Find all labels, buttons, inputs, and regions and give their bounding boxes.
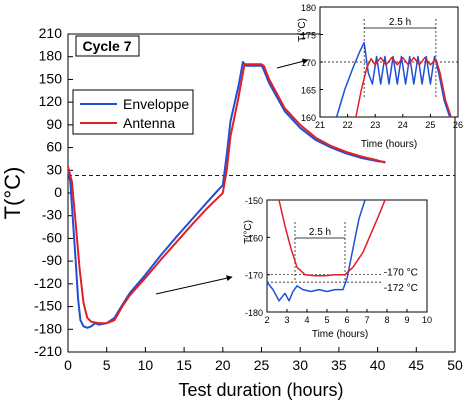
main-y-tick-label: -180: [34, 320, 62, 336]
inset-upper-y-tick-label: 180: [301, 3, 316, 13]
inset-upper-x-tick-label: 22: [343, 120, 353, 130]
inset-lower-x-tick-label: 4: [304, 315, 309, 325]
main-y-tick-label: 150: [39, 70, 63, 86]
inset-upper-y-tick-label: 165: [301, 86, 316, 96]
inset-lower-x-tick-label: 10: [422, 315, 432, 325]
inset-lower-y-ticks: -150 -160 -170 -180: [245, 196, 270, 318]
main-y-tick-label: -60: [42, 229, 62, 245]
main-y-tick-label: 90: [46, 116, 62, 132]
arrow-to-lower-inset: [155, 275, 233, 295]
inset-upper-series-antenna: [355, 56, 452, 118]
inset-upper-y-axis-label: T(°C): [297, 18, 308, 42]
main-y-axis-label: T(°C): [0, 167, 25, 220]
inset-lower-series-group: [266, 199, 386, 302]
legend-label-enveloppe: Enveloppe: [123, 96, 189, 112]
main-y-tick-label: -90: [42, 252, 62, 268]
inset-lower-x-tick-label: 6: [344, 315, 349, 325]
inset-lower-x-tick-label: 7: [364, 315, 369, 325]
inset-lower-reference-label-170: -170 °C: [384, 268, 418, 279]
main-x-tick-label: 30: [292, 357, 308, 373]
main-y-tick-label: 180: [39, 48, 63, 64]
legend-box: [72, 89, 194, 135]
inset-lower-y-tick-label: -150: [245, 196, 263, 206]
arrow-to-upper-inset: [276, 58, 309, 69]
main-series-antenna: [67, 63, 386, 325]
inset-upper-x-tick-label: 26: [453, 120, 463, 130]
main-y-tick-label: 30: [46, 161, 62, 177]
cycle-label-box: [75, 35, 140, 57]
main-chart: 2101801501209060300-30-60-90-120-150-180…: [0, 25, 463, 400]
inset-upper-x-ticks: 21 22 23 24 25 26: [315, 114, 463, 130]
inset-lower-x-ticks: 2 3 4 5 6 7 8 9 10: [264, 309, 432, 325]
main-series-enveloppe: [67, 61, 386, 329]
main-y-tick-label: 120: [39, 93, 63, 109]
legend-label-antenna: Antenna: [123, 115, 175, 131]
main-x-tick-label: 35: [331, 357, 347, 373]
main-y-tick-label: 0: [54, 184, 62, 200]
main-x-tick-label: 25: [254, 357, 270, 373]
main-y-tick-label: -120: [34, 275, 62, 291]
inset-upper-y-tick-label: 170: [301, 58, 316, 68]
inset-upper-y-tick-label: 175: [301, 31, 316, 41]
inset-lower-y-tick-label: -180: [245, 308, 263, 318]
inset-lower-x-tick-label: 5: [324, 315, 329, 325]
main-x-tick-label: 10: [138, 357, 154, 373]
inset-lower-series-enveloppe: [266, 199, 366, 302]
inset-lower-series-antenna: [278, 199, 386, 277]
inset-upper-series-group: [335, 41, 452, 118]
inset-lower-y-tick-label: -160: [245, 233, 263, 243]
main-y-tick-label: -150: [34, 298, 62, 314]
inset-lower-x-tick-label: 3: [284, 315, 289, 325]
inset-lower-x-tick-label: 9: [404, 315, 409, 325]
main-y-tick-label: -210: [34, 343, 62, 359]
main-y-tick-label: -30: [42, 207, 62, 223]
inset-upper-span-label: 2.5 h: [389, 17, 411, 28]
inset-upper-x-tick-label: 25: [425, 120, 435, 130]
main-x-tick-label: 40: [370, 357, 386, 373]
main-x-tick-label: 50: [447, 357, 463, 373]
inset-upper-x-axis-label: Time (hours): [361, 139, 417, 150]
main-x-ticks: 0 5 10 15 20 25 30 35 40 45 50: [64, 347, 463, 373]
main-x-axis-label: Test duration (hours): [178, 380, 343, 400]
inset-lower-chart: -150 -160 -170 -180 2 3 4 5 6 7 8 9 10 2.5 h -170 °…: [243, 196, 432, 340]
main-x-tick-label: 15: [176, 357, 192, 373]
main-x-tick-label: 20: [215, 357, 231, 373]
inset-lower-reference-label-172: -172 °C: [384, 283, 418, 294]
inset-lower-y-axis-label: T(°C): [243, 220, 254, 244]
main-series-group: [67, 61, 386, 329]
inset-lower-span-label: 2.5 h: [309, 227, 331, 238]
inset-upper-x-tick-label: 21: [315, 120, 325, 130]
inset-upper-y-tick-label: 160: [301, 113, 316, 123]
inset-lower-x-tick-label: 2: [264, 315, 269, 325]
main-x-tick-label: 0: [64, 357, 72, 373]
inset-upper-series-enveloppe: [335, 41, 451, 118]
inset-upper-x-tick-label: 24: [398, 120, 408, 130]
cycle-label: Cycle 7: [82, 38, 131, 54]
main-y-tick-label: 210: [39, 25, 63, 41]
main-y-ticks: 210 180 150 120 90 60 30 0 -30 -60 -90 -120 -150 -180…: [34, 25, 73, 359]
inset-upper-chart: 180 175 170 165 160 21 22 23 24 25 26 2.5 h Time …: [297, 3, 463, 150]
inset-lower-x-tick-label: 8: [384, 315, 389, 325]
main-x-tick-label: 5: [103, 357, 111, 373]
inset-lower-y-tick-label: -170: [245, 271, 263, 281]
main-y-tick-label: 60: [46, 139, 62, 155]
inset-lower-x-axis-label: Time (hours): [312, 329, 368, 340]
main-x-tick-label: 45: [409, 357, 425, 373]
inset-upper-x-tick-label: 23: [370, 120, 380, 130]
